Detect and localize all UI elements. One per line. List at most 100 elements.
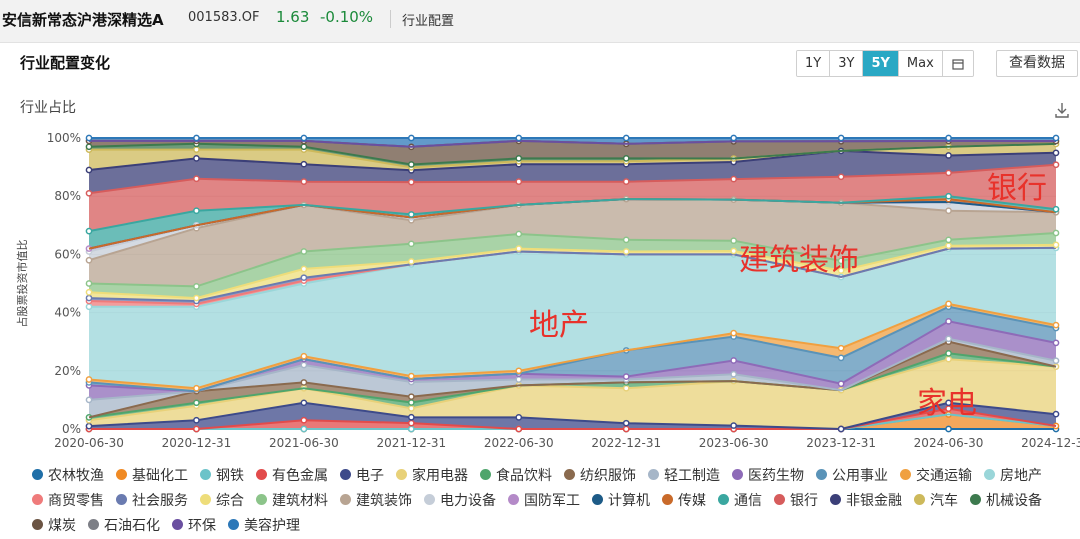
point-交通运输[interactable] (837, 344, 845, 352)
point-建筑材料[interactable] (945, 236, 952, 244)
legend-item[interactable]: 美容护理 (228, 512, 300, 537)
legend-item[interactable]: 环保 (172, 512, 216, 537)
point-建筑装饰[interactable] (85, 256, 93, 264)
legend-item[interactable]: 国防军工 (508, 487, 580, 512)
point-轻工制造[interactable] (300, 361, 308, 369)
point-机械设备[interactable] (300, 143, 308, 151)
point-机械设备[interactable] (407, 161, 415, 168)
point-建筑材料[interactable] (1052, 229, 1060, 237)
point-机械设备[interactable] (85, 143, 93, 151)
point-钢铁[interactable] (300, 425, 308, 433)
point-医药生物[interactable] (622, 373, 630, 380)
point-食品饮料[interactable] (407, 399, 415, 406)
point-通信[interactable] (407, 211, 415, 218)
point-有色金属[interactable] (193, 425, 200, 433)
download-icon[interactable] (1054, 102, 1070, 118)
point-美容护理[interactable] (85, 134, 93, 142)
legend-item[interactable]: 食品饮料 (480, 462, 552, 487)
calendar-button[interactable] (942, 51, 973, 76)
point-建筑材料[interactable] (300, 248, 308, 255)
legend-item[interactable]: 建筑材料 (256, 487, 328, 512)
point-电子[interactable] (300, 399, 308, 407)
point-电子[interactable] (945, 399, 952, 407)
point-银行[interactable] (622, 178, 630, 186)
point-银行[interactable] (1052, 161, 1060, 169)
legend-item[interactable]: 公用事业 (816, 462, 888, 487)
point-综合[interactable] (85, 288, 93, 296)
point-建筑材料[interactable] (85, 280, 93, 287)
point-汽车[interactable] (193, 146, 200, 153)
legend-item[interactable]: 交通运输 (900, 462, 972, 487)
point-综合[interactable] (300, 265, 308, 273)
legend-item[interactable]: 医药生物 (732, 462, 804, 487)
legend-item[interactable]: 综合 (200, 487, 244, 512)
point-美容护理[interactable] (730, 134, 738, 142)
point-电子[interactable] (622, 419, 630, 427)
legend-item[interactable]: 电子 (340, 462, 384, 487)
point-通信[interactable] (85, 227, 93, 235)
point-家用电器[interactable] (407, 405, 415, 412)
point-美容护理[interactable] (193, 134, 200, 142)
point-电子[interactable] (837, 425, 845, 433)
point-美容护理[interactable] (1052, 134, 1060, 142)
point-电子[interactable] (407, 413, 415, 421)
legend-item[interactable]: 有色金属 (256, 462, 328, 487)
point-综合[interactable] (945, 242, 952, 250)
point-交通运输[interactable] (515, 367, 523, 375)
point-医药生物[interactable] (945, 317, 952, 325)
legend-item[interactable]: 农林牧渔 (32, 462, 104, 487)
point-轻工制造[interactable] (945, 335, 952, 343)
legend-item[interactable]: 汽车 (914, 487, 958, 512)
point-有色金属[interactable] (407, 419, 415, 427)
point-交通运输[interactable] (730, 329, 738, 337)
range-3y-button[interactable]: 3Y (830, 51, 864, 76)
point-通信[interactable] (1052, 205, 1060, 213)
legend-item[interactable]: 家用电器 (396, 462, 468, 487)
point-医药生物[interactable] (730, 357, 738, 364)
legend-item[interactable]: 通信 (718, 487, 762, 512)
point-建筑材料[interactable] (730, 237, 738, 245)
point-美容护理[interactable] (945, 134, 952, 142)
point-通信[interactable] (945, 192, 952, 200)
view-data-button[interactable]: 查看数据 (996, 50, 1078, 77)
point-银行[interactable] (300, 178, 308, 186)
point-轻工制造[interactable] (730, 370, 738, 378)
point-交通运输[interactable] (193, 384, 200, 392)
point-有色金属[interactable] (300, 416, 308, 424)
point-食品饮料[interactable] (193, 399, 200, 407)
point-非银金融[interactable] (1052, 149, 1060, 157)
point-有色金属[interactable] (622, 425, 630, 433)
point-银行[interactable] (837, 173, 845, 181)
legend-item[interactable]: 钢铁 (200, 462, 244, 487)
point-公用事业[interactable] (837, 354, 845, 362)
point-机械设备[interactable] (515, 155, 523, 162)
breadcrumb[interactable]: 行业配置 (402, 14, 455, 29)
point-非银金融[interactable] (945, 152, 952, 159)
point-综合[interactable] (622, 248, 630, 255)
point-电子[interactable] (1052, 410, 1060, 418)
point-非银金融[interactable] (85, 166, 93, 174)
legend-item[interactable]: 轻工制造 (648, 462, 720, 487)
point-医药生物[interactable] (837, 380, 845, 388)
point-家用电器[interactable] (945, 355, 952, 363)
point-钢铁[interactable] (407, 425, 415, 433)
legend-item[interactable]: 机械设备 (970, 487, 1042, 512)
point-综合[interactable] (730, 247, 738, 255)
point-轻工制造[interactable] (85, 396, 93, 404)
point-综合[interactable] (515, 245, 523, 252)
point-有色金属[interactable] (515, 425, 523, 433)
legend-item[interactable]: 石油石化 (88, 512, 160, 537)
point-电子[interactable] (515, 414, 523, 421)
point-非银金融[interactable] (193, 155, 200, 162)
point-交通运输[interactable] (945, 300, 952, 308)
point-社会服务[interactable] (85, 294, 93, 302)
point-美容护理[interactable] (837, 134, 845, 142)
point-社会服务[interactable] (300, 274, 308, 282)
point-综合[interactable] (1052, 241, 1060, 249)
point-纺织服饰[interactable] (300, 379, 308, 386)
point-家用电器[interactable] (622, 384, 630, 392)
point-建筑材料[interactable] (515, 230, 523, 238)
point-房地产[interactable] (85, 303, 93, 311)
point-美容护理[interactable] (407, 134, 415, 142)
point-纺织服饰[interactable] (407, 393, 415, 401)
